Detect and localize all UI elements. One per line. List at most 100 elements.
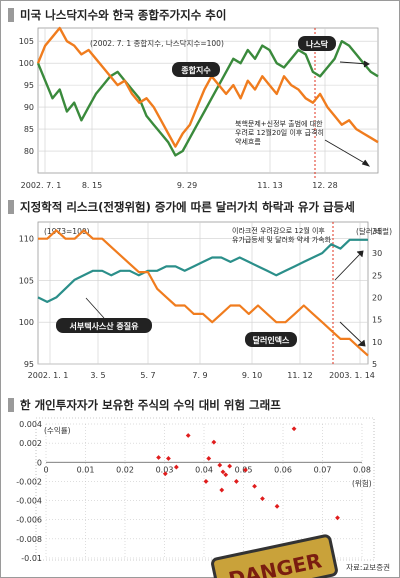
panel-2-arrows	[334, 250, 366, 347]
scatter-point	[291, 426, 297, 432]
scatter-point	[156, 455, 161, 460]
oil-arrowhead-icon	[356, 250, 364, 258]
panel-1-subtitle: (2002. 7. 1 종합지수, 나스닥지수=100)	[90, 38, 224, 48]
arrow-up-icon	[339, 61, 369, 65]
panel-3-y-axis-label: (수익률)	[44, 425, 71, 435]
scatter-point	[233, 479, 239, 484]
y-tick-label: 0	[37, 458, 42, 467]
scatter-point	[206, 456, 212, 461]
y-tick-label: 105	[19, 37, 34, 46]
panel-2-subtitle: (1973=100)	[44, 227, 90, 236]
kospi-label-text: 종합지수	[181, 65, 211, 75]
panel-1-annotation: 북핵문제+신정부 출범에 대한 우려로 12월20일 이후 급격히 약세흐름	[235, 119, 324, 146]
scatter-point	[217, 462, 223, 468]
x-tick-label: 0.02	[116, 465, 134, 474]
panel-2-y-ticks: 95 100 105 110	[19, 235, 34, 369]
panel-1-title: 미국 나스닥지수와 한국 종합주가지수 추이	[20, 8, 226, 22]
y-tick-label: -0.004	[16, 497, 42, 506]
scatter-point	[252, 483, 257, 489]
annotation-line: 유가급등세 및 달러화 약세 가속화	[232, 235, 332, 244]
panel-1-y-ticks: 80 85 90 95 100 105	[19, 37, 34, 156]
scatter-point	[335, 515, 340, 521]
x-tick-label: 0.01	[77, 465, 95, 474]
scatter-point	[223, 472, 229, 478]
panel-2-y2-ticks: 5 10 15 20 25 30 35	[372, 227, 382, 369]
panel-3-title-bullet	[8, 398, 14, 412]
panel-2-annotation-text: 이라크전 우려감으로 12월 이후 유가급등세 및 달러화 약세 가속화	[232, 226, 332, 244]
y-tick-label: 110	[19, 235, 34, 244]
x-tick-label: 2003. 1. 14	[329, 371, 375, 380]
scatter-point	[162, 471, 168, 477]
panel-1-title-bullet	[8, 8, 14, 22]
x-tick-label: 5. 7	[140, 371, 155, 380]
wti-series-label: 서부텍사스산 중질유	[56, 318, 152, 333]
kospi-line	[36, 26, 379, 148]
x-tick-label: 0	[43, 465, 48, 474]
y2-tick-label: 5	[372, 360, 377, 369]
scatter-points	[156, 426, 340, 553]
x-tick-label: 2002. 7. 1	[21, 181, 62, 190]
x-tick-label: 11. 12	[287, 371, 312, 380]
scatter-point	[219, 487, 225, 493]
panel-1-plot-area	[37, 27, 379, 174]
dollar-label-bg	[245, 332, 297, 347]
nasdaq-line	[36, 40, 379, 157]
x-tick-label: 0.04	[195, 465, 213, 474]
y-tick-label: 100	[19, 59, 34, 68]
panel-1-arrows	[324, 60, 371, 167]
y2-tick-label: 10	[372, 338, 382, 347]
panel-1: 미국 나스닥지수와 한국 종합주가지수 추이 80 85 90 95 100 105 20…	[8, 8, 379, 190]
arrowhead-up-icon	[363, 60, 370, 68]
y2-tick-label: 35	[372, 227, 382, 236]
annotation-line: 약세흐름	[235, 137, 261, 146]
panel-2-right-axis-label: (달러/배럴)	[356, 227, 392, 236]
y-tick-label: 0.002	[19, 439, 42, 448]
scatter-point	[211, 439, 217, 445]
x-tick-label: 7. 9	[192, 371, 207, 380]
annotation-line: 우려로 12월20일 이후 급격히	[235, 128, 324, 137]
dollar-arrowhead-icon	[357, 339, 366, 347]
x-tick-label: 12. 28	[312, 181, 337, 190]
scatter-point	[220, 469, 226, 475]
panel-3-x-ticks: 00.010.020.030.040.050.060.070.08	[43, 465, 370, 474]
annotation-line: 북핵문제+신정부 출범에 대한	[235, 119, 323, 128]
y2-tick-label: 20	[372, 293, 382, 302]
wti-label-pointer	[85, 297, 105, 319]
y-tick-label: 85	[24, 125, 34, 134]
danger-sign-plate	[211, 534, 338, 578]
scatter-point	[227, 463, 233, 469]
scatter-point	[260, 496, 265, 502]
scatter-point	[166, 456, 171, 461]
x-tick-label: 11. 13	[257, 181, 282, 190]
x-tick-label: 0.06	[274, 465, 292, 474]
panel-2-x-ticks: 2002. 1. 1 3. 5 5. 7 7. 9 9. 10 11. 12 2003. 1…	[28, 371, 375, 380]
panel-1-annotation-text: 북핵문제+신정부 출범에 대한 우려로 12월20일 이후 급격히 약세흐름	[235, 119, 324, 146]
nasdaq-label-text: 나스닥	[306, 39, 329, 49]
scatter-point	[274, 503, 280, 509]
y2-tick-label: 30	[372, 249, 382, 258]
scatter-point	[203, 479, 209, 484]
panel-3-x-axis-label: (위험)	[352, 479, 372, 488]
panel-2-title-bullet	[8, 200, 14, 214]
y-tick-label: 0.004	[19, 420, 42, 429]
panel-2: 지정학적 리스크(전쟁위험) 증가에 따른 달러가치 하락과 유가 급등세 95…	[8, 200, 392, 380]
x-tick-label: 0.08	[353, 465, 371, 474]
x-tick-label: 9. 10	[242, 371, 262, 380]
annotation-line: 이라크전 우려감으로 12월 이후	[232, 226, 325, 235]
panel-3-title: 한 개인투자자가 보유한 주식의 수익 대비 위험 그래프	[20, 398, 281, 412]
panel-3-plot-area	[35, 417, 375, 561]
wti-label-bg	[56, 318, 152, 333]
y-tick-label: 95	[24, 360, 34, 369]
dollar-series-label: 달러인덱스	[245, 332, 297, 347]
nasdaq-series-label: 나스닥	[298, 36, 336, 51]
y-tick-label: -0.008	[16, 535, 42, 544]
x-tick-label: 8. 15	[82, 181, 102, 190]
dollar-arrow-icon	[339, 321, 365, 346]
kospi-label-bg	[172, 62, 220, 77]
y-tick-label: 95	[24, 81, 34, 90]
kospi-series-label: 종합지수	[172, 62, 220, 77]
y-tick-label: -0.002	[16, 477, 42, 486]
y-tick-label: 80	[24, 147, 34, 156]
x-tick-label: 3. 5	[90, 371, 105, 380]
